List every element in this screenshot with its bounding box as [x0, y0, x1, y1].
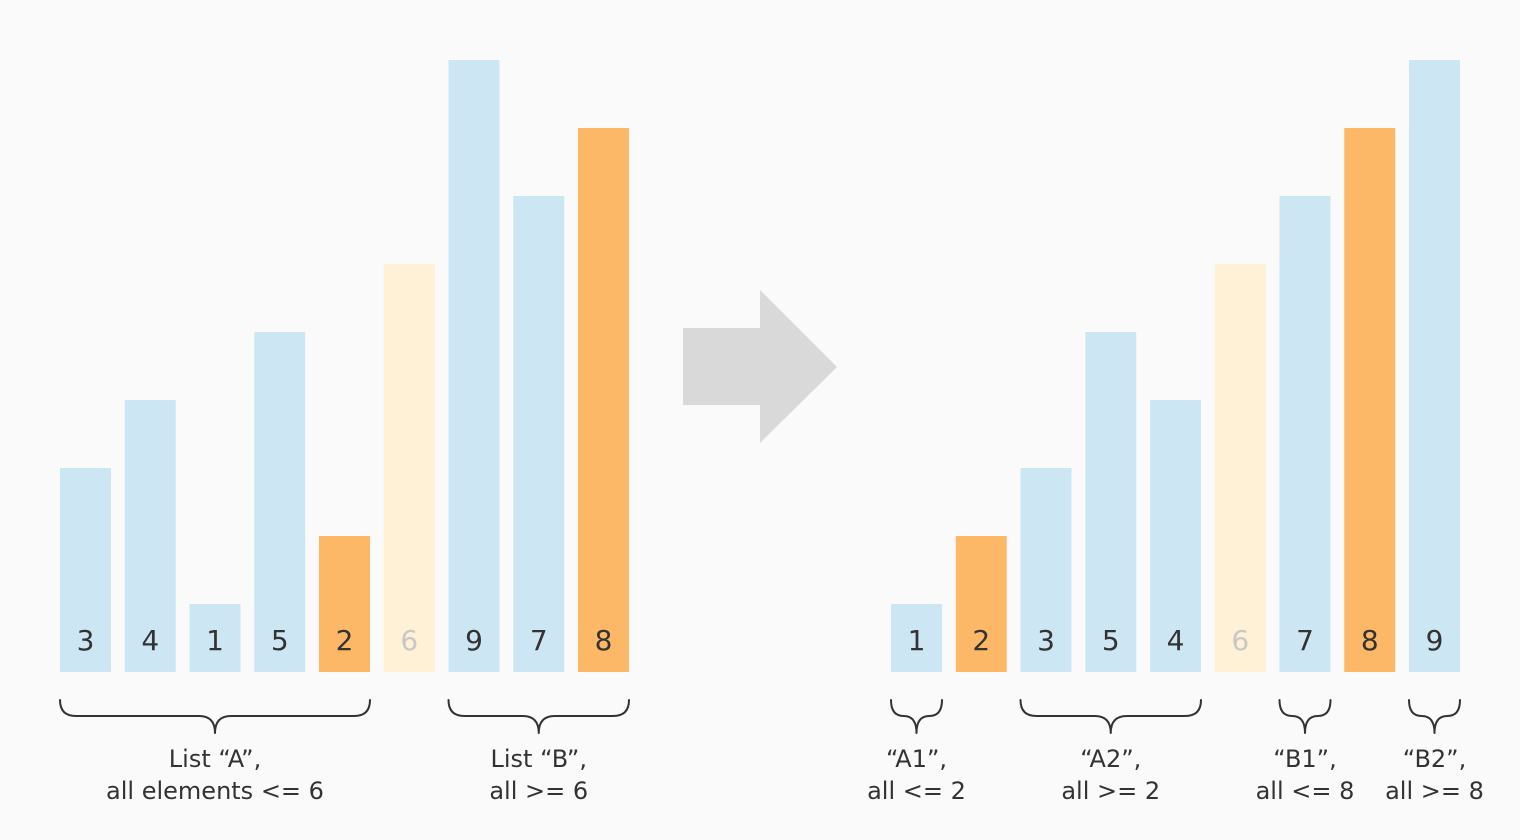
- bar-value-label: 4: [141, 624, 159, 657]
- panel-before: 3 4 1 5 2 6 9 7 8 List “A”, all elements <= 6 List …: [59, 60, 630, 805]
- bar: [254, 332, 306, 672]
- group-label-title: “A2”,: [1080, 745, 1141, 773]
- bar-value-label: 1: [908, 624, 926, 657]
- group-brace: [447, 699, 630, 734]
- bar: [1020, 468, 1072, 672]
- bar: [513, 196, 565, 672]
- group-brace: [1019, 699, 1202, 734]
- group-brace: [1408, 699, 1461, 734]
- bar: [1085, 332, 1137, 672]
- group-brace: [59, 699, 371, 734]
- bar-value-label: 3: [77, 624, 95, 657]
- group-label-condition: all >= 2: [1061, 777, 1160, 805]
- bar: [60, 468, 111, 672]
- pivot-bar: [1344, 128, 1396, 672]
- bar-value-label: 5: [1102, 624, 1120, 657]
- bar-value-label: 8: [595, 624, 613, 657]
- group-label-title: “B1”,: [1273, 745, 1337, 773]
- bar: [448, 60, 500, 672]
- bar-value-label: 4: [1167, 624, 1185, 657]
- bar-value-label: 8: [1361, 624, 1379, 657]
- group-brace: [890, 699, 943, 734]
- group-brace: [1278, 699, 1332, 734]
- bar-value-label: 7: [530, 624, 548, 657]
- group-label-title: List “A”,: [169, 745, 261, 773]
- group-label-condition: all <= 2: [867, 777, 966, 805]
- partition-value-bar: [383, 264, 435, 672]
- bar-value-label: 9: [465, 624, 483, 657]
- bar-value-label: 2: [972, 624, 990, 657]
- pivot-bar: [319, 536, 370, 672]
- bar-value-label: 6: [400, 624, 418, 657]
- bar: [1150, 400, 1201, 672]
- bar-value-label: 5: [271, 624, 289, 657]
- group-label-title: “B2”,: [1403, 745, 1467, 773]
- bar-value-label: 2: [336, 624, 354, 657]
- pivot-bar: [578, 128, 629, 672]
- right-arrow-icon: [683, 290, 837, 443]
- group-label-condition: all >= 6: [489, 777, 588, 805]
- partition-value-bar: [1214, 264, 1266, 672]
- bar-value-label: 7: [1296, 624, 1314, 657]
- group-label-condition: all >= 8: [1385, 777, 1484, 805]
- group-label-condition: all <= 8: [1256, 777, 1355, 805]
- bar: [1409, 60, 1460, 672]
- bar: [1279, 196, 1331, 672]
- bar: [189, 604, 241, 672]
- panel-after: 1 2 3 5 4 6 7 8 9 “A1”, all <= 2 “A2”, all >= 2 “B1”,…: [867, 60, 1484, 805]
- bar-value-label: 9: [1426, 624, 1444, 657]
- group-label-condition: all elements <= 6: [106, 777, 324, 805]
- group-label-title: “A1”,: [886, 745, 947, 773]
- bar-value-label: 1: [206, 624, 224, 657]
- bar: [891, 604, 942, 672]
- group-label-title: List “B”,: [491, 745, 588, 773]
- pivot-bar: [955, 536, 1007, 672]
- bar: [124, 400, 176, 672]
- bar-value-label: 6: [1231, 624, 1249, 657]
- bar-value-label: 3: [1037, 624, 1055, 657]
